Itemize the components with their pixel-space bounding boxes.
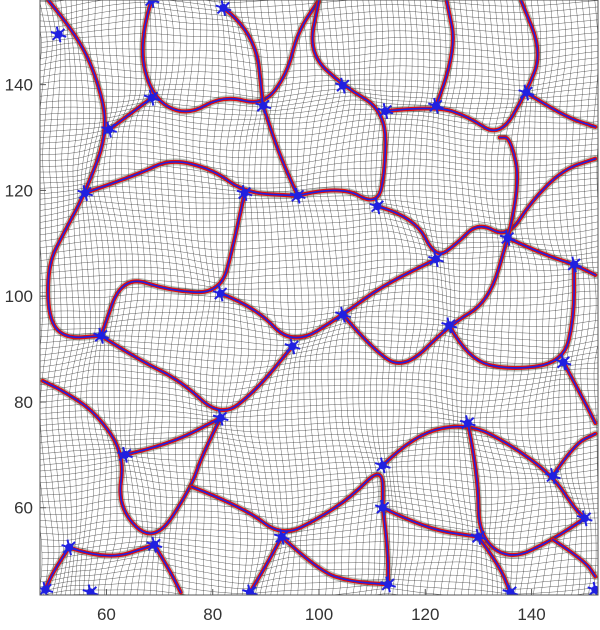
junction-marker xyxy=(555,354,572,371)
boundary-blue-line xyxy=(376,157,597,255)
junction-marker xyxy=(377,103,394,120)
boundary-blue-line xyxy=(382,506,480,538)
boundary-blue-line xyxy=(47,0,106,339)
junction-marker xyxy=(61,539,78,556)
junction-marker xyxy=(255,97,272,114)
boundary-blue-line xyxy=(296,0,387,201)
x-tick-label: 120 xyxy=(411,605,439,624)
junction-marker xyxy=(117,446,133,463)
junction-marker xyxy=(77,185,94,202)
boundary-blue-line xyxy=(219,258,437,339)
junction-marker xyxy=(369,198,386,215)
junction-marker xyxy=(374,457,391,474)
boundary-blue-line xyxy=(100,192,246,337)
junction-marker xyxy=(82,584,99,595)
boundary-blue-line xyxy=(562,361,597,424)
junction-marker xyxy=(518,84,535,101)
x-tick-label: 100 xyxy=(305,605,333,624)
boundary-blue-line xyxy=(448,263,575,369)
boundary-blue-line xyxy=(281,536,389,586)
boundary-blue-line xyxy=(124,417,222,456)
junction-marker xyxy=(212,409,229,426)
y-tick-label: 140 xyxy=(5,76,33,95)
boundary-blue-line xyxy=(41,380,222,535)
boundary-blue-line xyxy=(382,506,389,586)
boundary-blue-line xyxy=(222,7,264,107)
boundary-blue-line xyxy=(384,0,539,131)
boundary-blue-line xyxy=(262,105,299,197)
boundary-blue-line xyxy=(477,536,512,594)
junction-marker xyxy=(576,510,593,527)
junction-marker xyxy=(544,467,561,485)
junction-marker xyxy=(499,229,516,247)
boundary-blue-line xyxy=(467,422,586,556)
junction-marker xyxy=(334,306,351,323)
junction-marker xyxy=(374,499,391,516)
y-tick-label: 60 xyxy=(14,499,33,518)
junction-marker xyxy=(459,415,476,432)
x-tick-label: 140 xyxy=(517,605,545,624)
junction-marker xyxy=(236,185,253,202)
boundary-blue-line xyxy=(84,161,299,197)
junction-marker xyxy=(146,536,163,553)
x-tick-label: 80 xyxy=(203,605,222,624)
junction-marker xyxy=(427,97,444,114)
boundary-blue-line xyxy=(153,544,182,594)
boundary-blue-line xyxy=(108,97,153,131)
junction-marker xyxy=(93,327,110,344)
junction-marker xyxy=(145,0,160,9)
y-tick-label: 80 xyxy=(14,393,33,412)
boundary-blue-line xyxy=(100,335,294,411)
boundary-blue-line xyxy=(342,237,509,364)
grain-boundary-network xyxy=(40,0,598,595)
junction-marker xyxy=(215,0,232,16)
junction-marker xyxy=(143,89,160,106)
junction-marker xyxy=(566,256,583,273)
boundary-blue-line xyxy=(525,91,597,128)
junction-marker xyxy=(380,576,397,593)
boundary-blue-line xyxy=(552,432,597,477)
x-tick-label: 60 xyxy=(97,605,116,624)
y-tick-label: 120 xyxy=(5,181,33,200)
boundary-blue-line xyxy=(141,0,320,113)
junction-marker xyxy=(334,77,351,94)
boundary-blue-line xyxy=(382,425,586,520)
junction-marker xyxy=(470,528,487,545)
junction-marker xyxy=(101,121,118,138)
boundary-blue-line xyxy=(498,136,518,239)
x-axis: 60 80 100 120 140 xyxy=(97,589,546,624)
junction-marker xyxy=(50,26,67,43)
junction-marker xyxy=(502,584,519,595)
boundary-blue-line xyxy=(552,538,597,578)
junction-marker xyxy=(441,317,458,334)
junction-markers xyxy=(40,0,598,595)
junction-marker xyxy=(212,285,229,302)
junction-marker xyxy=(241,584,258,595)
boundary-blue-line xyxy=(44,546,70,591)
junction-marker xyxy=(273,528,290,545)
boundary-blue-line xyxy=(506,237,597,276)
junction-marker xyxy=(427,251,444,268)
boundary-blue-line xyxy=(190,473,384,532)
boundary-blue-line xyxy=(435,0,454,107)
junction-marker xyxy=(587,581,598,595)
y-tick-label: 100 xyxy=(5,287,33,306)
junction-marker xyxy=(284,338,301,355)
y-axis: 60 80 100 120 140 xyxy=(5,76,46,518)
junction-marker xyxy=(289,187,306,204)
boundary-blue-line xyxy=(249,536,283,594)
